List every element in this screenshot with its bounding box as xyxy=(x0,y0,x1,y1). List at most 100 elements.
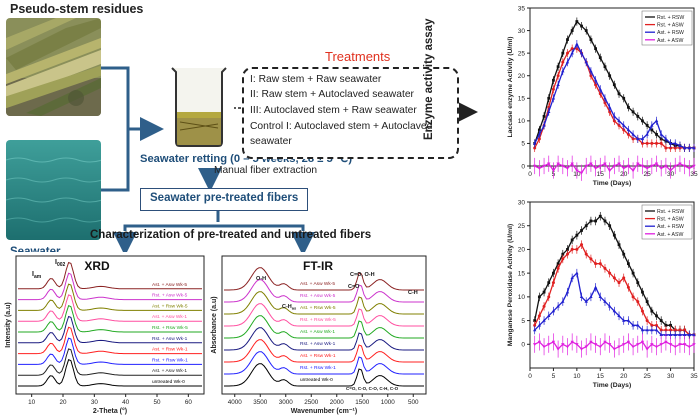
spectrum-curve xyxy=(224,291,424,315)
y-tick-label: 30 xyxy=(518,199,526,206)
legend-label: Ast. + ASW xyxy=(657,38,683,44)
data-point xyxy=(561,164,565,168)
data-point xyxy=(547,295,551,299)
data-point xyxy=(565,51,569,55)
data-point xyxy=(631,110,635,114)
xrd-plot: XRD 10 20 30 40 50 60 2-Theta (°) Intensity (a.u… xyxy=(2,252,208,418)
data-point xyxy=(622,167,626,171)
data-point xyxy=(566,38,569,41)
legend-label: Rst. + ASW xyxy=(657,217,684,223)
data-point xyxy=(547,162,551,166)
data-point xyxy=(551,169,556,173)
data-point xyxy=(537,323,542,327)
data-point xyxy=(575,47,579,51)
data-point xyxy=(589,219,593,223)
data-point xyxy=(659,328,663,332)
data-point xyxy=(659,141,663,145)
data-point xyxy=(532,343,537,347)
data-point xyxy=(655,323,659,327)
data-point xyxy=(659,167,663,171)
data-point xyxy=(612,83,616,87)
curve-label: Rst. + Asw Wk-1 xyxy=(300,341,336,347)
data-point xyxy=(598,164,602,168)
data-point xyxy=(682,333,687,336)
data-point xyxy=(533,323,537,327)
x-tick-label: 20 xyxy=(620,373,628,380)
data-point xyxy=(617,162,621,166)
data-point xyxy=(542,290,546,294)
data-point xyxy=(664,164,668,168)
y-axis-label: Intensity (a.u) xyxy=(5,302,12,348)
curve-label: Rst. + Rsw Wk-1 xyxy=(152,357,188,363)
data-point xyxy=(669,328,673,332)
data-point xyxy=(650,164,654,168)
data-point xyxy=(617,243,621,247)
data-point xyxy=(570,340,574,344)
data-point xyxy=(584,224,588,228)
fibers-label: Seawater pre-treated fibers xyxy=(150,192,299,204)
data-point xyxy=(603,299,607,303)
data-point xyxy=(556,74,560,78)
data-point xyxy=(617,314,621,318)
data-point xyxy=(537,167,542,171)
x-tick-label: 30 xyxy=(667,373,675,380)
data-point xyxy=(692,146,696,150)
data-point xyxy=(589,340,593,344)
data-point xyxy=(612,276,616,280)
data-point xyxy=(537,340,542,344)
data-point xyxy=(612,119,616,123)
curve-label: Rst. + Rsw Wk-5 xyxy=(300,317,336,323)
x-tick-label: 0 xyxy=(528,373,532,380)
data-point xyxy=(603,96,607,100)
data-point xyxy=(617,345,621,349)
x-tick-label: 30 xyxy=(91,399,99,406)
ftir-plot: FT-IR 4000 3500 3000 2500 2000 1500 1000 500 Wave… xyxy=(208,252,430,418)
data-point xyxy=(659,132,663,136)
data-point xyxy=(664,340,668,344)
data-point xyxy=(537,314,541,318)
data-point xyxy=(575,271,579,275)
data-point xyxy=(570,51,574,55)
data-point xyxy=(575,20,579,23)
data-point xyxy=(627,105,630,109)
x-tick-label: 1000 xyxy=(381,399,396,406)
x-tick-label: 40 xyxy=(122,399,130,406)
x-tick-label: 1500 xyxy=(355,399,370,406)
data-point xyxy=(566,248,569,251)
data-point xyxy=(682,164,687,168)
data-point xyxy=(617,123,621,127)
x-tick-label: 3000 xyxy=(279,399,294,406)
data-point xyxy=(641,119,644,123)
data-point xyxy=(654,162,659,166)
spectrum-curve xyxy=(18,272,202,301)
data-point xyxy=(542,318,546,322)
data-point xyxy=(603,340,607,344)
spectrum-curve xyxy=(224,351,424,375)
data-point xyxy=(659,319,663,322)
data-point xyxy=(608,224,612,228)
y-tick-label: 5 xyxy=(521,141,525,148)
data-point xyxy=(636,300,640,304)
data-point xyxy=(668,169,673,173)
data-point xyxy=(537,128,541,132)
spectrum-curve xyxy=(224,279,424,303)
data-point xyxy=(612,164,617,168)
data-point xyxy=(687,146,692,150)
data-point xyxy=(678,328,682,332)
ftir-annotation: C-Has xyxy=(282,304,297,311)
x-tick-label: 15 xyxy=(597,373,605,380)
data-point xyxy=(570,29,574,32)
y-tick-label: 25 xyxy=(518,50,526,57)
curve-label: Ast. + Asw Wk-1 xyxy=(300,329,335,335)
x-tick-label: 15 xyxy=(597,171,605,178)
data-point xyxy=(579,171,584,175)
data-point xyxy=(598,87,602,91)
data-point xyxy=(636,343,640,347)
data-point xyxy=(552,271,555,275)
spectrum-curve xyxy=(224,339,424,363)
x-tick-label: 10 xyxy=(28,399,36,406)
data-point xyxy=(626,340,631,344)
x-tick-label: 0 xyxy=(528,171,532,178)
data-point xyxy=(687,167,692,171)
data-point xyxy=(626,285,630,289)
